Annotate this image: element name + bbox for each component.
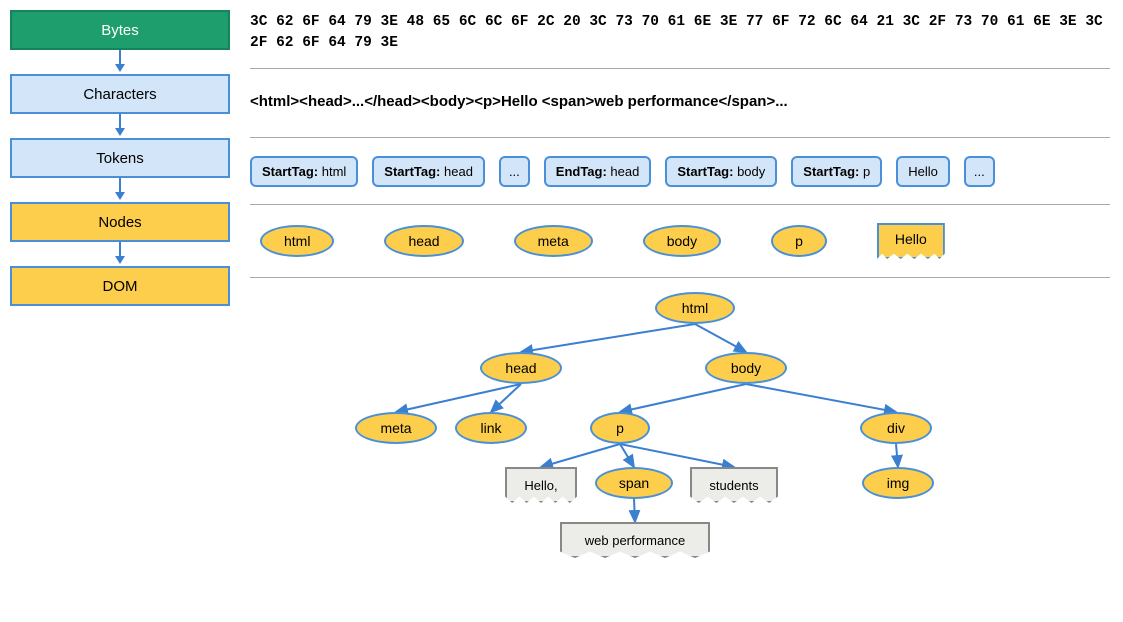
token-box: ...	[499, 156, 530, 187]
dom-node-head: head	[480, 352, 562, 384]
stage-arrow-icon	[10, 242, 230, 266]
node-p: p	[771, 225, 827, 257]
divider-2	[250, 137, 1110, 138]
dom-node-html: html	[655, 292, 735, 324]
dom-node-div: div	[860, 412, 932, 444]
dom-node-meta: meta	[355, 412, 437, 444]
bytes-text: 3C 62 6F 64 79 3E 48 65 6C 6C 6F 2C 20 3…	[250, 10, 1110, 54]
dom-node-span: span	[595, 467, 673, 499]
dom-tree: html head body meta link p div Hello, span studen…	[250, 292, 1110, 552]
token-box: StartTag: body	[665, 156, 777, 187]
node-body: body	[643, 225, 721, 257]
content-column: 3C 62 6F 64 79 3E 48 65 6C 6C 6F 2C 20 3…	[250, 10, 1110, 552]
node-hello: Hello	[877, 223, 945, 259]
token-box: StartTag: head	[372, 156, 485, 187]
dom-node-hello: Hello,	[505, 467, 577, 503]
stages-column: Bytes Characters Tokens Nodes DOM	[10, 10, 230, 306]
divider-3	[250, 204, 1110, 205]
stage-bytes: Bytes	[10, 10, 230, 50]
stage-tokens: Tokens	[10, 138, 230, 178]
tokens-row: StartTag: html StartTag: head... EndTag: h…	[250, 152, 1110, 190]
stage-nodes: Nodes	[10, 202, 230, 242]
stage-arrow-icon	[10, 50, 230, 74]
dom-node-p: p	[590, 412, 650, 444]
node-head: head	[384, 225, 463, 257]
stage-arrow-icon	[10, 178, 230, 202]
node-meta: meta	[514, 225, 593, 257]
stage-arrow-icon	[10, 114, 230, 138]
stage-characters: Characters	[10, 74, 230, 114]
token-box: EndTag: head	[544, 156, 652, 187]
dom-node-link: link	[455, 412, 527, 444]
dom-node-img: img	[862, 467, 934, 499]
divider-4	[250, 277, 1110, 278]
dom-node-webp: web performance	[560, 522, 710, 558]
dom-node-body: body	[705, 352, 787, 384]
token-box: ...	[964, 156, 995, 187]
token-box: StartTag: html	[250, 156, 358, 187]
characters-text: <html><head>...</head><body><p>Hello <sp…	[250, 83, 1110, 110]
characters-row: <html><head>...</head><body><p>Hello <sp…	[250, 83, 1110, 123]
bytes-row: 3C 62 6F 64 79 3E 48 65 6C 6C 6F 2C 20 3…	[250, 10, 1110, 54]
stage-dom: DOM	[10, 266, 230, 306]
dom-node-stud: students	[690, 467, 778, 503]
token-box: StartTag: p	[791, 156, 882, 187]
node-html: html	[260, 225, 334, 257]
divider-1	[250, 68, 1110, 69]
token-box: Hello	[896, 156, 950, 187]
nodes-row: html head meta body p Hello	[250, 219, 1110, 263]
